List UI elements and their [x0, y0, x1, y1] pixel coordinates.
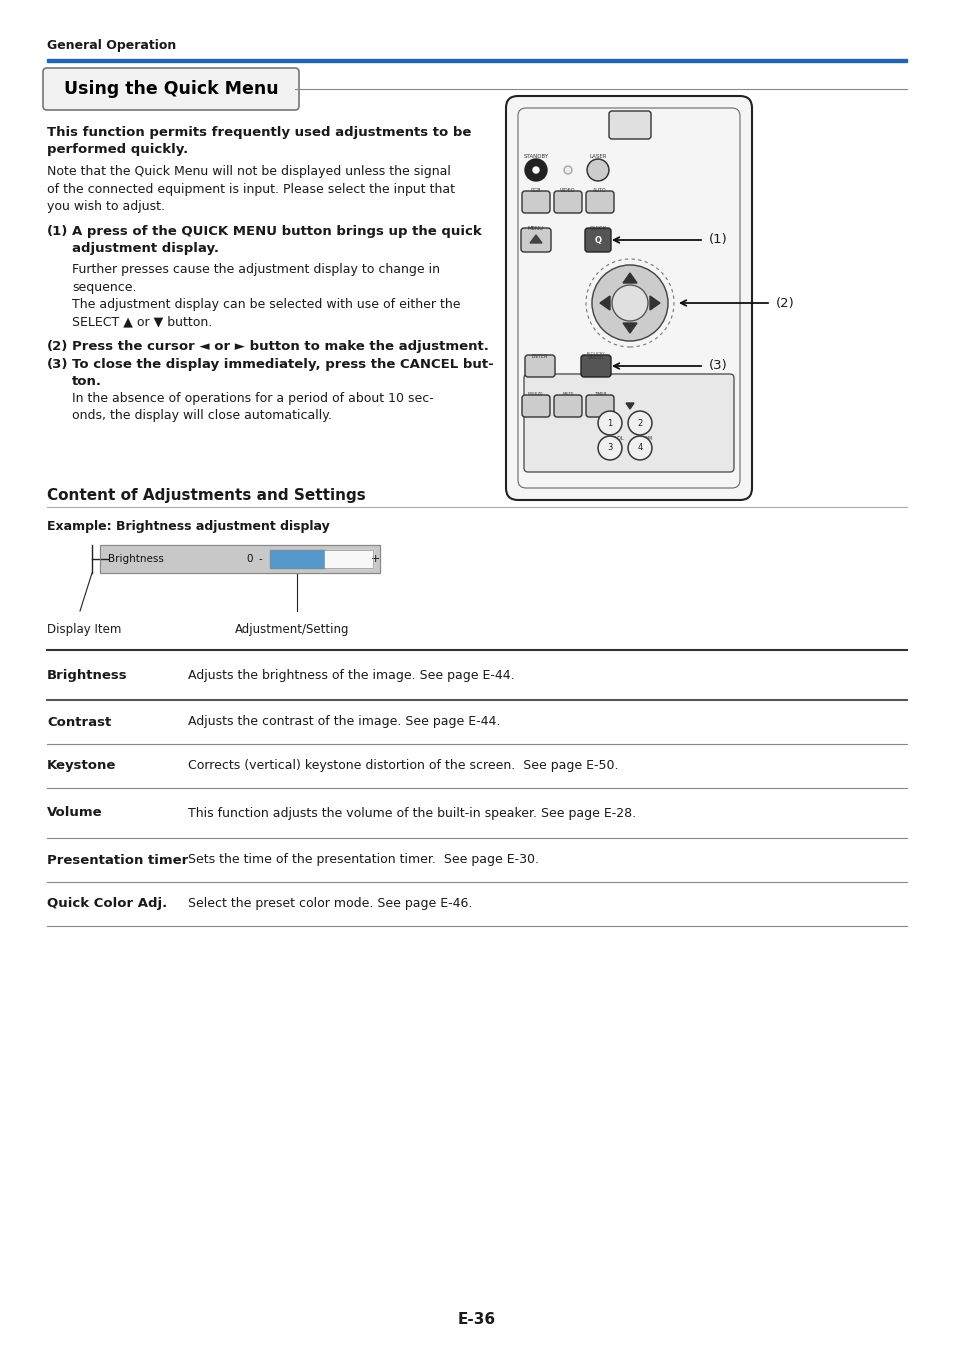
Circle shape — [612, 284, 647, 321]
Text: In the absence of operations for a period of about 10 sec-
onds, the display wil: In the absence of operations for a perio… — [71, 392, 434, 422]
Text: General Operation: General Operation — [47, 39, 176, 51]
FancyBboxPatch shape — [554, 395, 581, 417]
Text: TIMER: TIMER — [593, 392, 606, 396]
Text: Sets the time of the presentation timer.  See page E-30.: Sets the time of the presentation timer.… — [188, 853, 538, 867]
Text: Q: Q — [594, 236, 601, 244]
Circle shape — [598, 435, 621, 460]
Text: Presentation timer: Presentation timer — [47, 853, 188, 867]
FancyBboxPatch shape — [584, 228, 610, 252]
Circle shape — [524, 159, 546, 181]
Circle shape — [627, 411, 651, 435]
Text: Display Item: Display Item — [47, 623, 121, 636]
Text: Press the cursor ◄ or ► button to make the adjustment.: Press the cursor ◄ or ► button to make t… — [71, 340, 488, 353]
Text: A press of the QUICK MENU button brings up the quick
adjustment display.: A press of the QUICK MENU button brings … — [71, 225, 481, 255]
Text: MUTE: MUTE — [561, 392, 573, 396]
Text: Example: Brightness adjustment display: Example: Brightness adjustment display — [47, 520, 330, 532]
Text: Further presses cause the adjustment display to change in
sequence.
The adjustme: Further presses cause the adjustment dis… — [71, 263, 460, 329]
Text: QUICK: QUICK — [589, 225, 606, 231]
FancyBboxPatch shape — [523, 373, 733, 472]
Circle shape — [598, 438, 619, 458]
Text: 4: 4 — [637, 443, 642, 453]
Text: To close the display immediately, press the CANCEL but-
ton.: To close the display immediately, press … — [71, 359, 494, 388]
Circle shape — [526, 160, 545, 179]
Polygon shape — [649, 297, 659, 310]
Text: FREEZE: FREEZE — [528, 392, 543, 396]
Text: LASER: LASER — [589, 154, 606, 159]
Text: (1): (1) — [47, 225, 69, 239]
Text: 1: 1 — [607, 418, 612, 427]
Text: ZOOM: ZOOM — [637, 435, 652, 441]
Bar — [270, 550, 373, 568]
Bar — [270, 550, 325, 568]
Circle shape — [598, 411, 621, 435]
Bar — [47, 59, 906, 62]
Circle shape — [629, 438, 650, 458]
Text: 0: 0 — [247, 554, 253, 563]
Text: Adjusts the contrast of the image. See page E-44.: Adjusts the contrast of the image. See p… — [188, 716, 500, 728]
Text: Quick Color Adj.: Quick Color Adj. — [47, 898, 167, 910]
Circle shape — [629, 412, 650, 434]
Text: Note that the Quick Menu will not be displayed unless the signal
of the connecte: Note that the Quick Menu will not be dis… — [47, 164, 455, 213]
FancyBboxPatch shape — [521, 395, 550, 417]
FancyBboxPatch shape — [585, 191, 614, 213]
Text: +: + — [370, 554, 379, 563]
Text: Using the Quick Menu: Using the Quick Menu — [64, 80, 278, 98]
Text: Brightness: Brightness — [108, 554, 164, 563]
Bar — [100, 545, 379, 573]
Text: Contrast: Contrast — [47, 716, 112, 728]
Bar — [100, 545, 379, 573]
FancyBboxPatch shape — [608, 111, 650, 139]
Text: Select the preset color mode. See page E-46.: Select the preset color mode. See page E… — [188, 898, 472, 910]
Text: Brightness: Brightness — [47, 669, 128, 682]
FancyBboxPatch shape — [580, 355, 610, 377]
Text: -: - — [258, 554, 262, 563]
Polygon shape — [622, 274, 637, 283]
Text: VIDEO: VIDEO — [559, 187, 576, 193]
Text: E-36: E-36 — [457, 1313, 496, 1328]
Circle shape — [588, 160, 607, 179]
Text: (2): (2) — [47, 340, 69, 353]
Text: This function adjusts the volume of the built-in speaker. See page E-28.: This function adjusts the volume of the … — [188, 806, 636, 820]
FancyBboxPatch shape — [524, 355, 555, 377]
Circle shape — [533, 167, 538, 173]
Text: (3): (3) — [47, 359, 69, 371]
Text: 2: 2 — [637, 418, 642, 427]
Text: MENU: MENU — [527, 225, 543, 231]
Text: STANDBY: STANDBY — [523, 154, 548, 159]
FancyBboxPatch shape — [554, 191, 581, 213]
Text: (2): (2) — [775, 297, 794, 310]
Text: This function permits frequently used adjustments to be
performed quickly.: This function permits frequently used ad… — [47, 125, 471, 156]
Circle shape — [565, 167, 570, 173]
Text: ENTER: ENTER — [531, 353, 548, 359]
Text: Content of Adjustments and Settings: Content of Adjustments and Settings — [47, 488, 365, 503]
Text: Adjusts the brightness of the image. See page E-44.: Adjusts the brightness of the image. See… — [188, 669, 514, 682]
Polygon shape — [625, 403, 634, 408]
Bar — [325, 550, 373, 568]
FancyBboxPatch shape — [43, 67, 298, 111]
Text: AUTO: AUTO — [593, 187, 606, 193]
Circle shape — [627, 435, 651, 460]
Circle shape — [598, 412, 619, 434]
Text: Volume: Volume — [47, 806, 103, 820]
FancyBboxPatch shape — [520, 228, 551, 252]
Text: 3: 3 — [607, 443, 612, 453]
Polygon shape — [599, 297, 609, 310]
FancyBboxPatch shape — [505, 96, 751, 500]
Text: RGB: RGB — [530, 187, 540, 193]
Text: Keystone: Keystone — [47, 759, 116, 772]
Text: Adjustment/Setting: Adjustment/Setting — [234, 623, 349, 636]
Circle shape — [592, 266, 667, 341]
Text: R-CLICK/
CANCEL: R-CLICK/ CANCEL — [586, 352, 604, 360]
Text: Corrects (vertical) keystone distortion of the screen.  See page E-50.: Corrects (vertical) keystone distortion … — [188, 759, 618, 772]
Polygon shape — [530, 235, 541, 243]
Circle shape — [586, 159, 608, 181]
Text: (3): (3) — [708, 360, 727, 372]
FancyBboxPatch shape — [585, 395, 614, 417]
FancyBboxPatch shape — [521, 191, 550, 213]
Polygon shape — [622, 324, 637, 333]
Text: (1): (1) — [708, 233, 727, 247]
Circle shape — [563, 166, 572, 174]
Text: VOL: VOL — [615, 435, 624, 441]
